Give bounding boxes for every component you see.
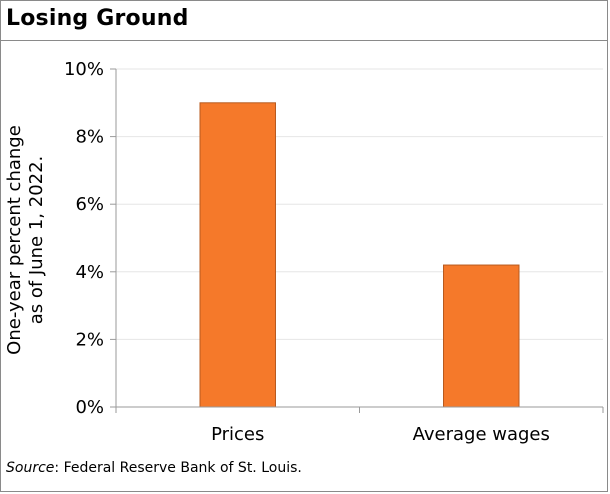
- y-tick-label-5: 10%: [64, 59, 104, 80]
- y-tick-label-4: 8%: [75, 127, 104, 148]
- title-divider: [0, 40, 608, 41]
- chart-title: Losing Ground: [6, 6, 189, 31]
- source-note: Source: Federal Reserve Bank of St. Loui…: [6, 460, 302, 476]
- y-tick-label-0: 0%: [75, 397, 104, 418]
- bar-average-wages: [443, 264, 520, 408]
- gridlines: [116, 68, 603, 340]
- bar-prices: [199, 102, 276, 408]
- x-category-label-0: Prices: [211, 424, 264, 445]
- y-tick-label-3: 6%: [75, 194, 104, 215]
- source-label: Source: [6, 460, 55, 476]
- y-tick-label-1: 2%: [75, 329, 104, 350]
- x-category-label-1: Average wages: [413, 424, 550, 445]
- source-text: : Federal Reserve Bank of St. Louis.: [54, 460, 302, 476]
- y-axis-title-line-1: One-year percent change: [4, 125, 25, 355]
- bars: [199, 102, 520, 408]
- axes: [110, 68, 604, 413]
- axis-labels: 0% 2% 4% 6% 8% 10% Prices Average wages: [64, 59, 550, 445]
- y-tick-label-2: 4%: [75, 262, 104, 283]
- y-axis-title-line-2: as of June 1, 2022.: [26, 156, 47, 325]
